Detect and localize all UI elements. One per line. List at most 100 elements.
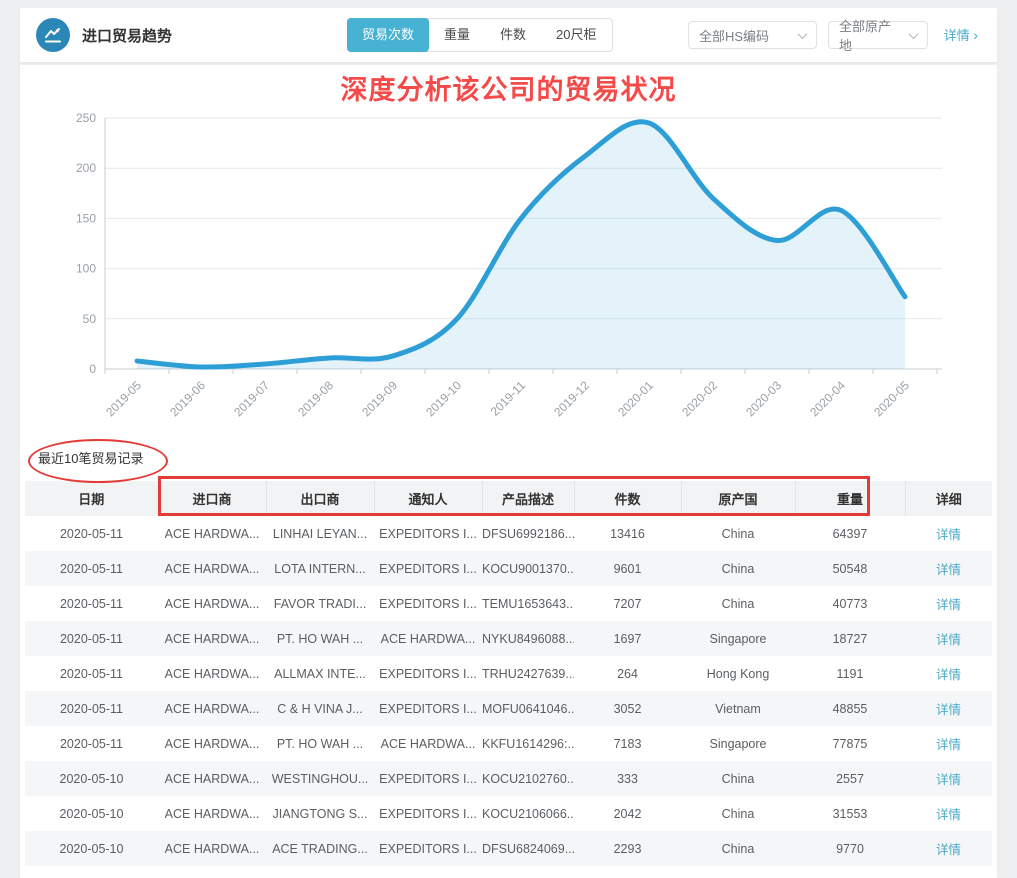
tab-20ft-container[interactable]: 20尺柜 bbox=[556, 27, 597, 42]
chart-annotation-title: 深度分析该公司的贸易状况 bbox=[340, 75, 677, 105]
tab-trade-count[interactable]: 贸易次数 bbox=[347, 18, 430, 52]
table-cell: 2020-05-11 bbox=[59, 596, 123, 611]
x-tick-label: 2019-07 bbox=[231, 378, 272, 419]
x-tick-label: 2020-03 bbox=[743, 378, 784, 419]
table-cell: 2020-05-10 bbox=[59, 841, 124, 856]
origin-dropdown[interactable]: 全部原产地 bbox=[828, 19, 928, 53]
area-fill bbox=[137, 121, 905, 369]
table-cell: 2020-05-10 bbox=[59, 771, 124, 786]
table-row: 2020-05-11 ACE HARDWA... FAVOR TRADI... EXP… bbox=[25, 586, 992, 621]
row-detail-link[interactable]: 详情 bbox=[935, 808, 961, 822]
y-tick-label: 100 bbox=[76, 262, 96, 276]
x-tick-label: 2020-05 bbox=[871, 378, 912, 419]
table-cell: KOCU2106066... bbox=[482, 806, 574, 821]
x-tick-label: 2019-10 bbox=[423, 378, 464, 419]
row-detail-link[interactable]: 详情 bbox=[935, 598, 961, 612]
table-cell: 31553 bbox=[832, 806, 868, 821]
row-detail-link[interactable]: 详情 bbox=[935, 563, 961, 577]
table-cell: 2020-05-10 bbox=[59, 806, 124, 821]
table-cell: KKFU1614296:... bbox=[482, 736, 574, 751]
table-cell: PT. HO WAH ... bbox=[276, 631, 364, 646]
table-cell: 2042 bbox=[613, 806, 642, 821]
table-row: 2020-05-10 ACE HARDWA... WESTINGHOU... EXPE… bbox=[25, 761, 992, 796]
trend-line bbox=[134, 119, 908, 370]
detail-link[interactable]: 详情 › bbox=[944, 25, 978, 44]
table-cell: 40773 bbox=[832, 596, 868, 611]
row-detail-link[interactable]: 详情 bbox=[935, 738, 961, 752]
table-cell: 2020-05-11 bbox=[59, 631, 123, 646]
table-cell: ACE HARDWA... bbox=[164, 701, 260, 716]
header-bar: 进口贸易趋势 贸易次数 重量 件数 20尺柜 全部HS编码 全部原产地 详情 › bbox=[20, 8, 997, 62]
tab-quantity[interactable]: 件数 bbox=[500, 27, 527, 42]
table-cell: Vietnam bbox=[715, 701, 761, 716]
x-tick-label: 2020-04 bbox=[807, 378, 848, 419]
table-cell: EXPEDITORS I... bbox=[379, 666, 477, 681]
table-row: 2020-05-10 ACE HARDWA... ACE TRADING... EXP… bbox=[25, 831, 992, 866]
chevron-down-icon bbox=[797, 28, 808, 39]
hs-code-dropdown[interactable]: 全部HS编码 bbox=[688, 21, 817, 49]
table-cell: Hong Kong bbox=[706, 666, 770, 681]
table-cell: China bbox=[721, 596, 755, 611]
table-cell: EXPEDITORS I... bbox=[379, 701, 477, 716]
table-cell: ACE HARDWA... bbox=[380, 736, 476, 751]
table-cell: 333 bbox=[617, 771, 638, 786]
table-row: 2020-05-10 ACE HARDWA... JIANGTONG S... EXP… bbox=[25, 796, 992, 831]
metric-tab-group: 贸易次数 重量 件数 20尺柜 bbox=[347, 18, 613, 52]
col-quantity: 件数 bbox=[573, 481, 681, 516]
row-detail-link[interactable]: 详情 bbox=[935, 773, 961, 787]
chevron-down-icon bbox=[908, 28, 919, 39]
trend-line-icon bbox=[36, 18, 70, 52]
table-cell: DFSU6824069... bbox=[482, 841, 574, 856]
table-cell: ACE HARDWA... bbox=[164, 666, 260, 681]
table-cell: 264 bbox=[617, 666, 638, 681]
col-weight: 重量 bbox=[794, 481, 905, 516]
y-tick-label: 50 bbox=[83, 312, 97, 326]
col-product-desc: 产品描述 bbox=[481, 481, 574, 516]
table-cell: 13416 bbox=[610, 526, 645, 541]
table-cell: TEMU1653643... bbox=[482, 596, 574, 611]
row-detail-link[interactable]: 详情 bbox=[935, 633, 961, 647]
hs-code-dropdown-value: 全部HS编码 bbox=[699, 28, 770, 44]
table-cell: 2020-05-11 bbox=[59, 736, 123, 751]
table-cell: TRHU2427639... bbox=[482, 666, 574, 681]
table-row: 2020-05-11 ACE HARDWA... PT. HO WAH ... ACE… bbox=[25, 621, 992, 656]
col-detail: 详细 bbox=[904, 481, 992, 516]
tab-weight[interactable]: 重量 bbox=[444, 27, 471, 42]
trade-records-table: 日期 进口商 出口商 通知人 产品描述 件数 原产国 重量 详细 2020-05… bbox=[25, 481, 992, 866]
table-cell: ACE HARDWA... bbox=[164, 771, 260, 786]
detail-link-label: 详情 bbox=[943, 28, 970, 43]
table-cell: ACE TRADING... bbox=[272, 841, 368, 856]
col-origin-country: 原产国 bbox=[680, 481, 795, 516]
table-cell: 3052 bbox=[613, 701, 642, 716]
table-cell: EXPEDITORS I... bbox=[379, 526, 477, 541]
table-cell: China bbox=[721, 526, 755, 541]
row-detail-link[interactable]: 详情 bbox=[935, 668, 961, 682]
recent-records-label: 最近10笔贸易记录 bbox=[38, 451, 144, 466]
table-cell: 64397 bbox=[832, 526, 868, 541]
x-tick-label: 2019-11 bbox=[488, 378, 529, 419]
table-cell: LOTA INTERN... bbox=[274, 561, 366, 576]
table-cell: EXPEDITORS I... bbox=[379, 596, 477, 611]
table-cell: DFSU6992186... bbox=[482, 526, 574, 541]
x-tick-label: 2019-08 bbox=[295, 378, 336, 419]
table-cell: EXPEDITORS I... bbox=[379, 841, 477, 856]
table-cell: MOFU0641046... bbox=[482, 701, 574, 716]
table-cell: NYKU8496088... bbox=[482, 631, 574, 646]
col-date: 日期 bbox=[25, 481, 158, 516]
table-cell: Singapore bbox=[709, 736, 767, 751]
table-cell: 2293 bbox=[613, 841, 642, 856]
table-cell: JIANGTONG S... bbox=[272, 806, 368, 821]
row-detail-link[interactable]: 详情 bbox=[935, 703, 961, 717]
table-cell: 77875 bbox=[832, 736, 868, 751]
table-cell: China bbox=[721, 771, 755, 786]
table-cell: EXPEDITORS I... bbox=[379, 771, 477, 786]
row-detail-link[interactable]: 详情 bbox=[935, 843, 961, 857]
x-tick-label: 2019-09 bbox=[359, 378, 400, 419]
table-cell: China bbox=[721, 841, 755, 856]
table-cell: 2020-05-11 bbox=[59, 561, 123, 576]
table-cell: 2020-05-11 bbox=[59, 666, 123, 681]
row-detail-link[interactable]: 详情 bbox=[935, 528, 961, 542]
table-cell: EXPEDITORS I... bbox=[379, 561, 477, 576]
x-tick-label: 2020-02 bbox=[679, 378, 720, 419]
table-cell: 2020-05-11 bbox=[59, 701, 123, 716]
